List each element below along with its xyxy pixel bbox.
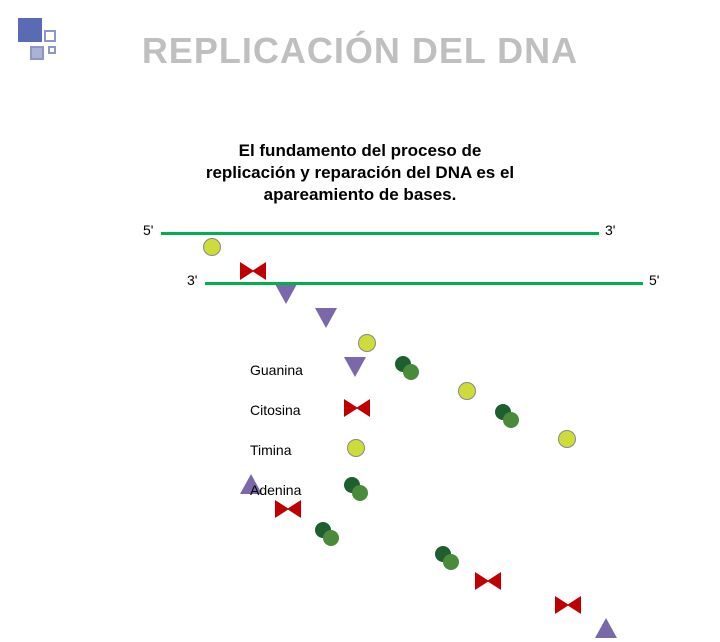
strand-label: 5' xyxy=(143,222,153,238)
legend-row: Citosina xyxy=(250,390,390,430)
bottom-strand-line xyxy=(205,282,643,285)
base-a xyxy=(435,546,461,570)
legend-label: Guanina xyxy=(250,362,340,378)
base-t xyxy=(200,236,226,260)
base-gu xyxy=(595,618,621,642)
base-c xyxy=(240,260,266,284)
legend-row: Adenina xyxy=(250,470,390,510)
legend-row: Guanina xyxy=(250,350,390,390)
legend-label: Adenina xyxy=(250,482,340,498)
base-g xyxy=(275,284,301,308)
base-a xyxy=(315,522,341,546)
base-cu xyxy=(475,570,501,594)
legend-symbol-guanina xyxy=(340,355,390,385)
base-g xyxy=(315,308,341,332)
top-strand-line xyxy=(161,232,599,235)
legend-row: Timina xyxy=(250,430,390,470)
legend: Guanina Citosina Timina Adenina xyxy=(250,350,390,510)
legend-label: Timina xyxy=(250,442,340,458)
strand-label: 3' xyxy=(187,272,197,288)
legend-symbol-timina xyxy=(340,435,390,465)
legend-symbol-citosina xyxy=(340,395,390,425)
base-a xyxy=(495,404,521,428)
base-cu xyxy=(555,594,581,618)
base-a xyxy=(395,356,421,380)
base-t xyxy=(455,380,481,404)
strand-label: 5' xyxy=(649,272,659,288)
subtitle: El fundamento del proceso dereplicación … xyxy=(0,140,720,206)
dna-strands-diagram: 5'3'3'5' xyxy=(150,230,620,320)
page-title: REPLICACIÓN DEL DNA xyxy=(0,30,720,72)
legend-label: Citosina xyxy=(250,402,340,418)
strand-label: 3' xyxy=(605,222,615,238)
legend-symbol-adenina xyxy=(340,475,390,505)
base-t xyxy=(555,428,581,452)
